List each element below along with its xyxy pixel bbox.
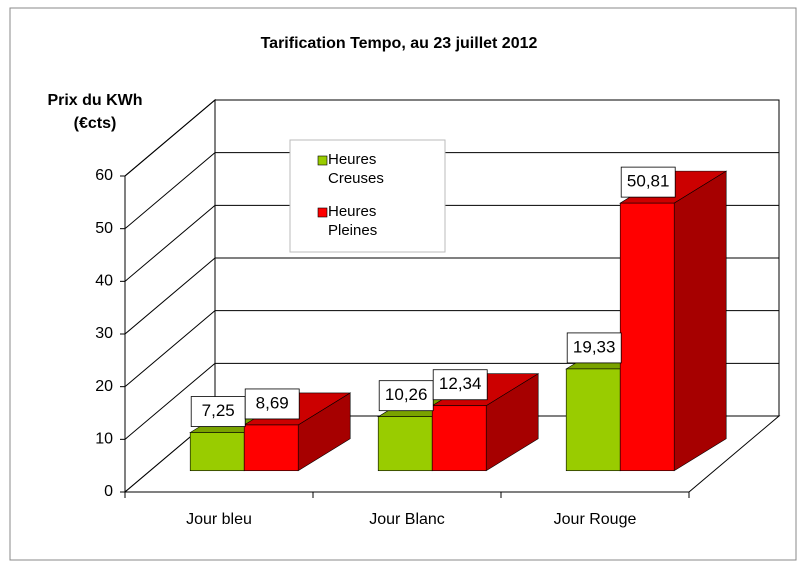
value-label-box: [432, 369, 488, 401]
value-label-box: [244, 388, 300, 420]
x-tick-label: Jour Blanc: [369, 511, 445, 528]
legend-marker: [317, 155, 328, 166]
y-tick-label: 20: [95, 378, 113, 395]
legend-entry: Heures Pleines: [328, 203, 378, 239]
bar: [189, 432, 245, 472]
grid-line: [124, 204, 779, 282]
value-label: 7,25: [202, 401, 235, 420]
bar: [565, 368, 621, 472]
bar-side: [673, 170, 727, 472]
y-axis-label: (€cts): [74, 115, 117, 132]
bar: [619, 202, 675, 472]
y-tick-label: 50: [95, 220, 113, 237]
y-tick-label: 10: [95, 431, 113, 448]
chart-title: Tarification Tempo, au 23 juillet 2012: [261, 35, 538, 52]
bar: [377, 416, 433, 472]
bar: [243, 424, 299, 472]
value-label-box: [620, 166, 676, 198]
value-label: 19,33: [573, 337, 616, 356]
y-tick-label: 30: [95, 325, 113, 342]
grid-line: [124, 257, 779, 335]
value-label: 10,26: [385, 385, 428, 404]
value-label: 12,34: [439, 374, 482, 393]
grid-line: [124, 99, 779, 177]
grid-line: [124, 152, 779, 230]
value-label-box: [566, 332, 622, 364]
legend-label: Heures Pleines: [328, 203, 378, 239]
legend-marker: [317, 207, 328, 218]
value-label-box: [378, 380, 434, 412]
bar: [431, 405, 487, 472]
x-tick-label: Jour Rouge: [554, 511, 637, 528]
x-tick-label: Jour bleu: [186, 511, 252, 528]
grid-line: [124, 310, 779, 388]
y-axis-label: Prix du KWh: [47, 92, 142, 109]
y-tick-label: 0: [104, 483, 113, 500]
legend-entry: Heures Creuses: [328, 151, 384, 187]
y-tick-label: 40: [95, 273, 113, 290]
value-label: 8,69: [256, 393, 289, 412]
legend-label: Heures Creuses: [328, 151, 384, 187]
legend-box: [289, 139, 446, 253]
y-tick-label: 60: [95, 167, 113, 184]
value-label: 50,81: [627, 172, 670, 191]
